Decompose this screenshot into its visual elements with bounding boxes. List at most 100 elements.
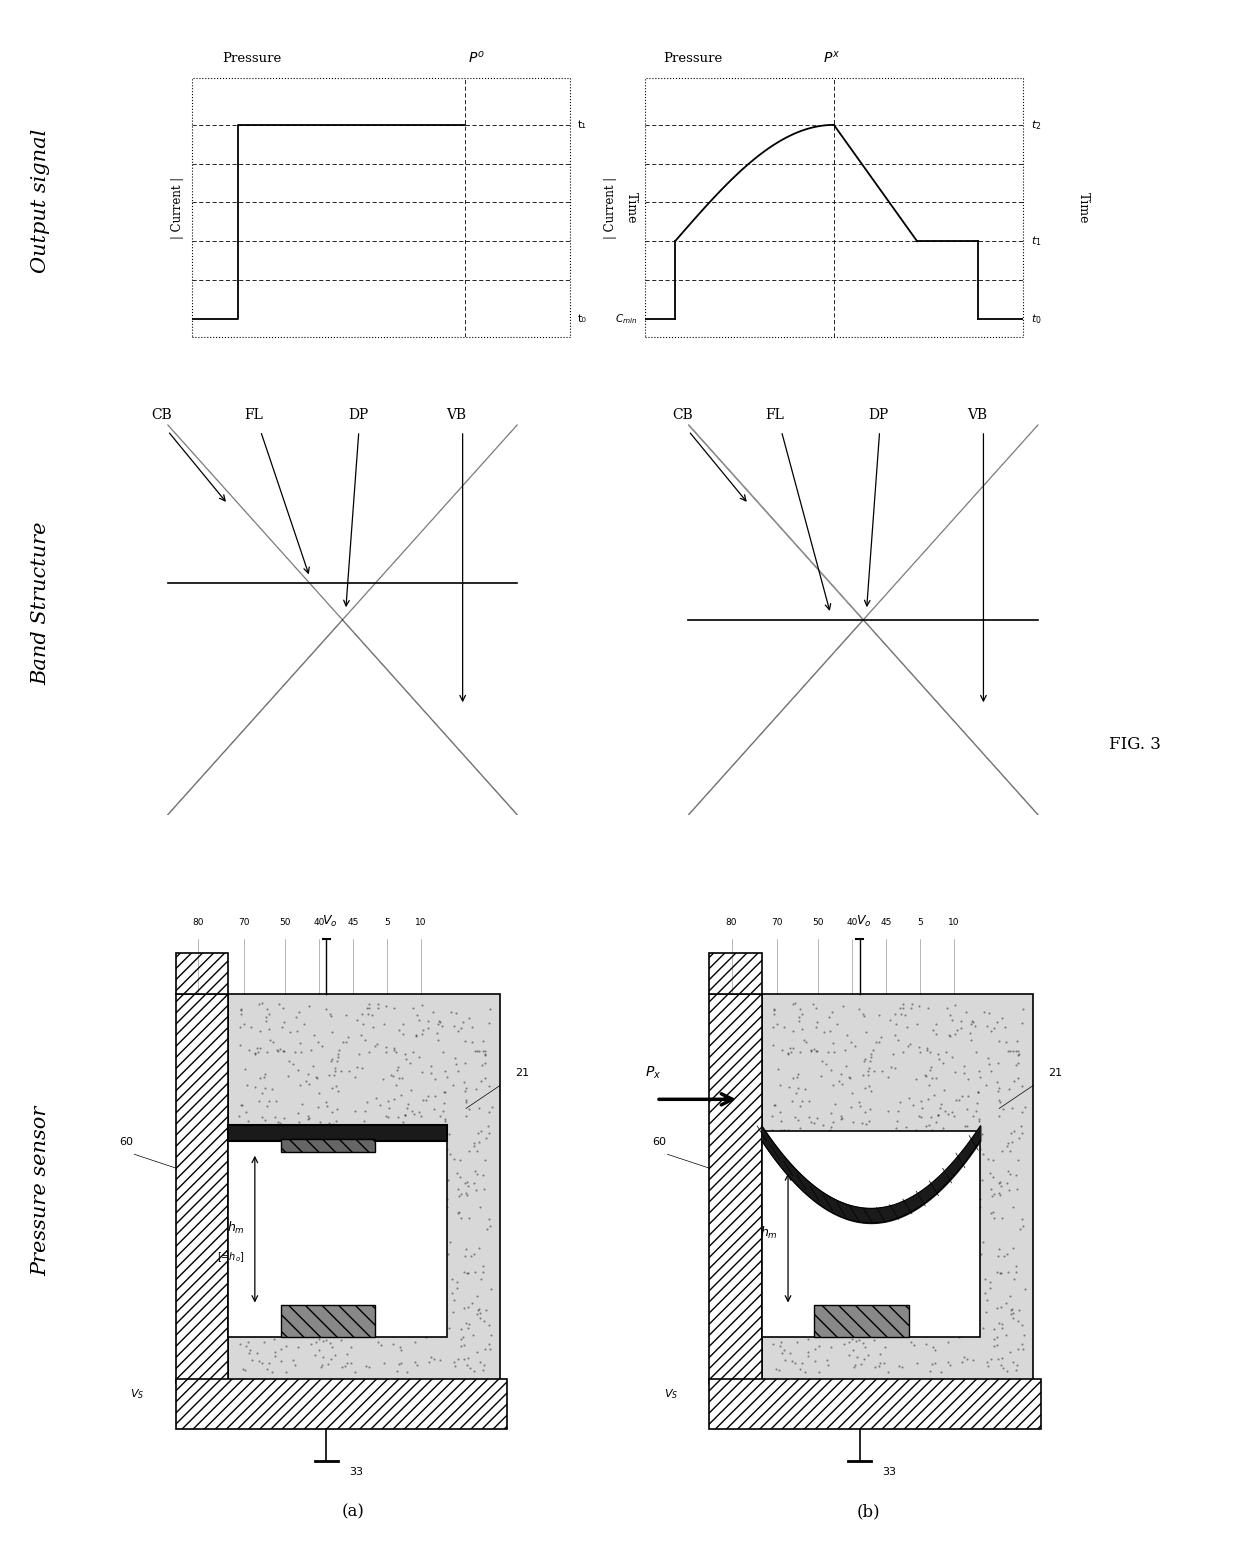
Point — [465, 1260, 485, 1285]
Point — [957, 1224, 977, 1249]
Polygon shape — [342, 621, 517, 815]
Point — [853, 1214, 873, 1239]
Point — [306, 1066, 326, 1091]
Point — [785, 1351, 805, 1376]
Point — [785, 1105, 805, 1130]
Point — [301, 1255, 321, 1280]
Point — [362, 1169, 382, 1194]
Point — [966, 1210, 986, 1235]
Point — [386, 1072, 405, 1097]
Point — [769, 1357, 789, 1382]
Point — [298, 1299, 317, 1324]
Point — [368, 992, 388, 1017]
Point — [794, 1235, 813, 1260]
Polygon shape — [688, 425, 863, 621]
Point — [818, 1352, 838, 1377]
Point — [1003, 1236, 1023, 1261]
Point — [352, 1229, 372, 1254]
Point — [262, 1130, 281, 1155]
Text: 45: 45 — [347, 918, 358, 928]
Point — [255, 1279, 275, 1304]
Point — [339, 1127, 358, 1152]
Point — [792, 1351, 812, 1376]
Point — [329, 1263, 348, 1288]
Point — [924, 1313, 944, 1338]
Text: $t_2$: $t_2$ — [1030, 118, 1042, 132]
Point — [880, 1008, 900, 1033]
Point — [776, 1232, 796, 1257]
Text: 10: 10 — [949, 918, 960, 928]
Point — [790, 997, 810, 1022]
Point — [900, 1280, 920, 1305]
Point — [352, 1202, 372, 1227]
Point — [393, 1109, 413, 1135]
Point — [789, 1009, 808, 1034]
Point — [939, 1349, 959, 1374]
Point — [265, 1230, 285, 1255]
Point — [246, 1323, 265, 1348]
Point — [906, 1067, 926, 1092]
Point — [960, 1196, 980, 1221]
Point — [993, 1097, 1013, 1122]
Point — [776, 1310, 796, 1335]
Point — [290, 1141, 310, 1166]
Point — [312, 1352, 332, 1377]
Point — [887, 1108, 906, 1133]
Point — [238, 1329, 258, 1354]
Point — [801, 1246, 821, 1271]
Point — [872, 1294, 892, 1319]
Point — [409, 1008, 429, 1033]
Point — [806, 995, 826, 1020]
Point — [996, 1014, 1016, 1039]
Point — [947, 1147, 967, 1172]
Point — [777, 1131, 797, 1156]
Point — [807, 1252, 827, 1277]
Point — [391, 1335, 410, 1360]
Point — [430, 1348, 450, 1373]
Text: 21: 21 — [515, 1069, 529, 1078]
Point — [966, 1194, 986, 1219]
Point — [285, 1352, 305, 1377]
Point — [879, 1236, 899, 1261]
Point — [456, 1087, 476, 1113]
Point — [360, 1040, 379, 1066]
Point — [386, 1313, 405, 1338]
Text: 80: 80 — [725, 918, 738, 928]
Point — [267, 1089, 286, 1114]
Point — [945, 1059, 965, 1084]
Point — [387, 1261, 407, 1287]
Point — [440, 1142, 460, 1167]
Point — [312, 1227, 332, 1252]
Point — [992, 1004, 1012, 1030]
Text: t₀: t₀ — [578, 313, 587, 324]
Point — [370, 1214, 389, 1239]
Point — [977, 1014, 997, 1039]
Point — [412, 1124, 432, 1149]
Point — [394, 1103, 414, 1128]
Point — [412, 1022, 432, 1047]
Point — [243, 1232, 263, 1257]
Point — [878, 1186, 898, 1211]
Point — [773, 1037, 792, 1062]
Point — [789, 1075, 808, 1100]
Point — [841, 1066, 861, 1091]
Point — [280, 1283, 300, 1308]
Point — [945, 1124, 965, 1149]
Point — [910, 1276, 930, 1301]
Point — [770, 1152, 790, 1177]
Point — [378, 1105, 398, 1130]
Point — [874, 1351, 894, 1376]
Point — [458, 1352, 477, 1377]
Point — [430, 1282, 450, 1307]
Point — [846, 1352, 866, 1377]
Point — [980, 1000, 999, 1025]
Point — [464, 1359, 484, 1384]
Point — [990, 1182, 1009, 1207]
Point — [274, 1252, 294, 1277]
Point — [977, 1349, 997, 1374]
Point — [823, 1265, 843, 1290]
Point — [345, 1186, 365, 1211]
Point — [418, 1250, 438, 1276]
Point — [237, 1334, 257, 1359]
Point — [257, 1210, 277, 1235]
